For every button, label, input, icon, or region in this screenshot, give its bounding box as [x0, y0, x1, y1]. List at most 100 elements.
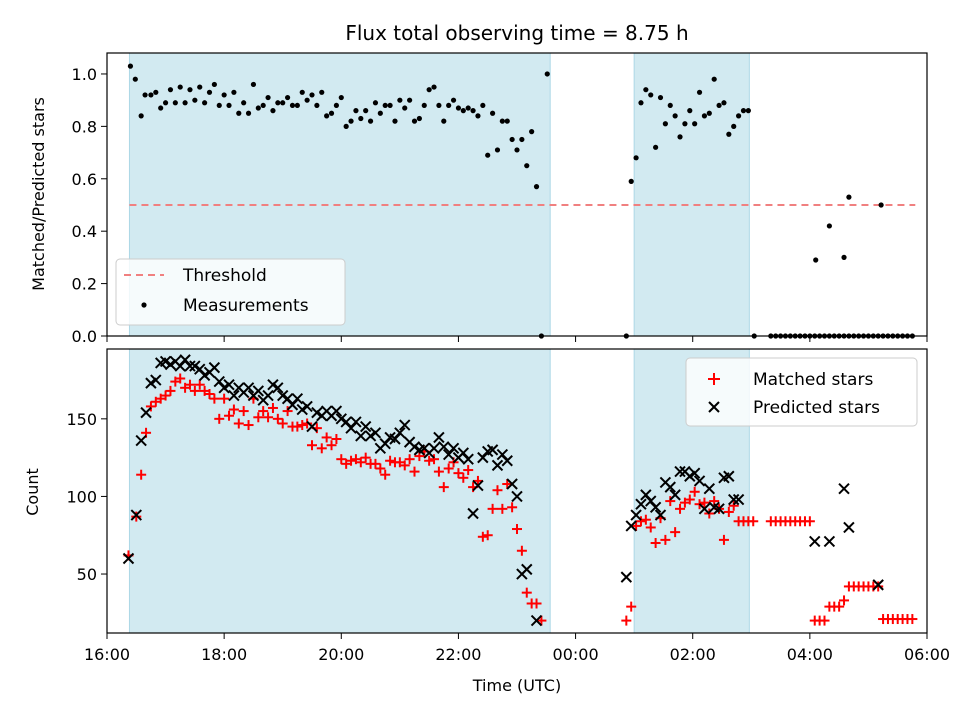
- predicted-star-point: [184, 360, 196, 372]
- matched-star-point: [385, 455, 396, 466]
- measurements-legend-label: Measurements: [183, 296, 309, 316]
- measurement-point: [314, 102, 320, 109]
- measurement-point: [172, 100, 178, 106]
- matched-star-point: [477, 531, 488, 542]
- measurement-point: [696, 89, 703, 95]
- predicted-legend-label: Predicted stars: [753, 398, 880, 418]
- matched-star-point: [433, 466, 444, 477]
- predicted-star-point: [330, 405, 343, 417]
- matched-star-point: [228, 404, 239, 415]
- measurement-point: [667, 102, 673, 109]
- measurement-point: [197, 84, 203, 90]
- matched-star-point: [214, 413, 225, 424]
- predicted-star-point: [208, 361, 221, 374]
- measurement-point: [509, 136, 515, 143]
- x-tick-label: 02:00: [670, 645, 716, 664]
- measurement-point: [241, 100, 247, 106]
- ratio-legend: Threshold Measurements: [115, 258, 346, 326]
- matched-star-point: [645, 522, 656, 533]
- measurement-point: [846, 194, 852, 200]
- matched-star-point: [331, 434, 342, 445]
- measurement-point: [426, 87, 432, 93]
- matched-star-point: [839, 595, 850, 606]
- measurement-point: [328, 110, 335, 116]
- matched-star-point: [302, 418, 313, 429]
- measurement-point: [358, 115, 364, 122]
- matched-star-point: [699, 497, 710, 508]
- matched-star-point: [424, 455, 435, 466]
- observing-window-1: [128, 348, 551, 634]
- measurement-point: [226, 102, 232, 109]
- matched-star-point: [689, 486, 700, 497]
- predicted-star-point: [630, 509, 642, 521]
- matched-legend-label: Matched stars: [753, 370, 873, 390]
- measurement-point: [813, 257, 819, 263]
- matched-star-point: [492, 485, 503, 496]
- predicted-star-point: [654, 509, 667, 521]
- measurement-point: [657, 94, 664, 101]
- measurement-point: [544, 71, 550, 77]
- predicted-star-point: [838, 482, 850, 495]
- x-tick-label: 22:00: [435, 645, 481, 664]
- x-tick-label: 16:00: [84, 645, 130, 664]
- measurement-point: [127, 63, 134, 69]
- matched-star-point: [404, 454, 415, 465]
- matched-star-point: [380, 469, 391, 480]
- matched-star-point: [145, 401, 156, 412]
- matched-star-point: [194, 379, 205, 390]
- ratio-panel-frame: [106, 52, 928, 337]
- measurement-point: [662, 121, 668, 127]
- measurement-point: [338, 94, 344, 101]
- predicted-star-point: [511, 490, 523, 503]
- measurement-point: [182, 100, 188, 106]
- measurement-point: [309, 92, 315, 98]
- predicted-star-point: [399, 419, 411, 431]
- measurement-point: [392, 118, 398, 124]
- predicted-star-point: [359, 420, 372, 433]
- count-legend-box: [685, 357, 918, 427]
- x-tick-label: 04:00: [787, 645, 833, 664]
- predicted-star-point: [521, 563, 533, 576]
- predicted-star-point: [355, 430, 367, 442]
- predicted-star-point: [130, 509, 142, 521]
- matched-star-point: [873, 581, 884, 592]
- matched-star-point: [370, 458, 381, 469]
- x-tick-label: 20:00: [318, 645, 364, 664]
- measurement-point: [470, 108, 476, 114]
- measurement-point: [446, 102, 452, 109]
- predicted-star-point: [635, 498, 647, 510]
- measurement-point: [721, 100, 727, 106]
- predicted-star-point: [394, 427, 406, 439]
- measurement-point: [706, 110, 712, 116]
- measurement-point: [265, 94, 271, 101]
- measurement-point: [177, 84, 183, 90]
- matched-legend-swatch: [708, 373, 720, 385]
- matched-star-point: [267, 402, 278, 413]
- matched-star-point: [521, 587, 532, 598]
- measurement-point: [878, 202, 884, 208]
- predicted-star-point: [291, 392, 304, 405]
- predicted-star-point: [272, 382, 284, 394]
- predicted-star-point: [369, 427, 382, 439]
- measurement-point: [643, 87, 649, 93]
- predicted-star-point: [433, 431, 445, 444]
- predicted-star-point: [301, 400, 313, 413]
- predicted-star-point: [698, 503, 711, 515]
- measurement-point: [211, 81, 217, 88]
- measurement-point: [687, 108, 693, 114]
- predicted-star-point: [122, 552, 135, 565]
- predicted-star-point: [350, 416, 362, 428]
- predicted-star-point: [150, 374, 162, 386]
- chart-title: Flux total observing time = 8.75 h: [345, 21, 688, 45]
- measurement-point: [735, 113, 742, 119]
- matched-star-point: [204, 389, 215, 400]
- measurement-point: [431, 84, 437, 90]
- measurement-point: [231, 89, 237, 95]
- predicted-star-point: [486, 444, 499, 456]
- y-tick-label: 0.2: [72, 275, 97, 294]
- measurement-point: [324, 113, 330, 119]
- predicted-star-point: [228, 389, 240, 402]
- measurement-point: [402, 105, 408, 111]
- x-tick-label: 18:00: [201, 645, 247, 664]
- measurement-point: [745, 108, 751, 114]
